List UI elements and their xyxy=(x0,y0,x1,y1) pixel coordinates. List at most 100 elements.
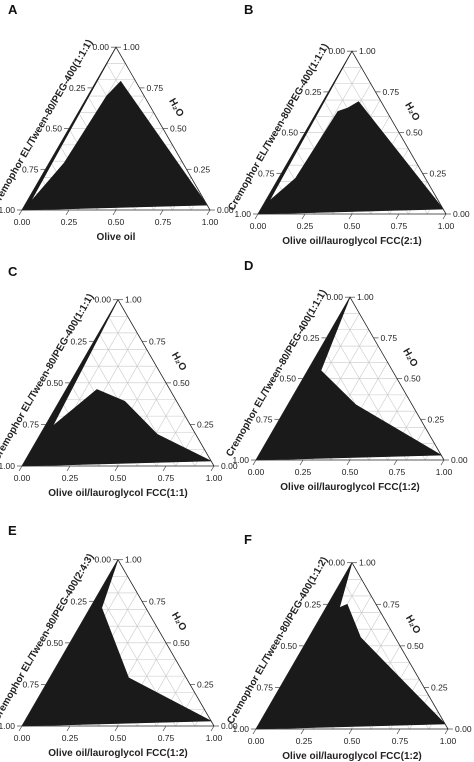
bottom-tick-label: 0.50 xyxy=(344,221,361,231)
panel-letter: F xyxy=(244,532,252,547)
bottom-tick xyxy=(252,728,257,735)
bottom-tick-label: 1.00 xyxy=(206,733,223,743)
right-axis-title: H₂O xyxy=(400,347,419,370)
left-tick-label: 0.75 xyxy=(256,414,273,424)
left-tick-label: 0.75 xyxy=(22,679,39,689)
bottom-tick-label: 0.25 xyxy=(62,473,79,483)
right-axis-title: H₂O xyxy=(169,350,188,373)
region-polygon xyxy=(21,299,212,467)
bottom-tick-label: 0.75 xyxy=(158,473,175,483)
bottom-tick xyxy=(162,465,167,472)
ternary-panel-b: B 0.00 0.00 0.00 0.25 0.25 0.25 0.50 0.50 0.50 0.7… xyxy=(226,2,469,247)
bottom-axis-title: Olive oil/lauroglycol FCC(1:2) xyxy=(282,751,421,762)
bottom-tick-label: 0.75 xyxy=(389,467,406,477)
bottom-tick xyxy=(206,209,211,216)
panel-letter: B xyxy=(244,2,253,17)
bottom-tick-label: 0.75 xyxy=(158,733,175,743)
bottom-tick-label: 0.25 xyxy=(297,221,314,231)
right-tick-label: 0.75 xyxy=(383,87,400,97)
grid-line xyxy=(340,313,426,461)
left-tick-label: 0.75 xyxy=(22,419,39,429)
right-tick-label: 1.00 xyxy=(125,555,142,565)
bottom-tick xyxy=(162,725,167,732)
bottom-tick xyxy=(396,728,401,735)
bottom-tick xyxy=(444,728,449,735)
bottom-tick xyxy=(252,459,257,466)
bottom-tick-label: 1.00 xyxy=(202,217,219,227)
right-tick-label: 0.00 xyxy=(455,724,472,734)
bottom-tick xyxy=(114,725,119,732)
bottom-tick-label: 1.00 xyxy=(438,221,455,231)
bottom-tick-label: 0.50 xyxy=(342,467,359,477)
region-polygon xyxy=(257,51,444,215)
right-tick-label: 0.50 xyxy=(173,378,190,388)
left-tick-label: 0.25 xyxy=(70,336,87,346)
left-tick-label: 0.50 xyxy=(281,128,298,138)
bottom-tick xyxy=(300,728,305,735)
left-tick-label: 1.00 xyxy=(232,724,249,734)
left-tick-label: 0.50 xyxy=(46,638,63,648)
left-tick-label: 1.00 xyxy=(232,455,249,465)
bottom-tick-label: 0.25 xyxy=(61,217,78,227)
right-tick-label: 0.25 xyxy=(197,419,214,429)
bottom-tick xyxy=(395,213,400,220)
right-tick-label: 0.00 xyxy=(221,721,238,731)
left-tick-label: 0.75 xyxy=(258,168,275,178)
left-tick-label: 0.00 xyxy=(328,46,345,56)
left-tick-label: 0.25 xyxy=(70,596,87,606)
panel-letter: A xyxy=(8,2,18,17)
left-tick-label: 0.00 xyxy=(94,555,111,565)
bottom-tick xyxy=(254,213,259,220)
bottom-tick xyxy=(112,209,117,216)
left-tick-label: 1.00 xyxy=(234,209,251,219)
right-tick-label: 0.75 xyxy=(149,336,166,346)
right-tick-label: 0.50 xyxy=(406,128,423,138)
bottom-tick-label: 1.00 xyxy=(440,736,457,746)
left-tick-label: 0.50 xyxy=(279,374,296,384)
right-tick-label: 0.00 xyxy=(217,205,234,215)
right-tick-label: 0.50 xyxy=(407,641,424,651)
right-tick-label: 0.50 xyxy=(173,638,190,648)
bottom-tick xyxy=(393,459,398,466)
left-tick-label: 0.00 xyxy=(94,295,111,305)
left-tick-label: 0.25 xyxy=(304,599,321,609)
right-tick-label: 0.25 xyxy=(431,682,448,692)
bottom-tick xyxy=(66,465,71,472)
right-tick-label: 0.00 xyxy=(451,455,468,465)
left-tick-label: 1.00 xyxy=(0,461,15,471)
ternary-panel-d: D 0.00 0.00 0.00 0.25 0.25 0.25 0.50 0.50 0.50 0.7… xyxy=(224,258,467,493)
bottom-tick-label: 0.75 xyxy=(391,221,408,231)
bottom-tick-label: 0.50 xyxy=(108,217,125,227)
bottom-tick xyxy=(18,725,23,732)
left-tick-label: 0.50 xyxy=(45,124,62,134)
right-tick-label: 0.50 xyxy=(404,374,421,384)
panel-letter: E xyxy=(8,523,17,538)
right-tick-label: 1.00 xyxy=(359,46,376,56)
region-polygon xyxy=(21,47,208,211)
right-tick-label: 0.25 xyxy=(430,168,447,178)
ternary-panel-c: C 0.00 0.00 0.00 0.25 0.25 0.25 0.50 0.50 0.50 0.7… xyxy=(0,264,238,499)
left-tick-label: 0.50 xyxy=(46,378,63,388)
ternary-panel-f: F 0.00 0.00 0.00 0.25 0.25 0.25 0.50 0.50 0.50 0.7… xyxy=(225,532,471,762)
left-tick-label: 0.00 xyxy=(92,42,109,52)
bottom-axis-title: Olive oil/lauroglycol FCC(1:2) xyxy=(48,748,187,759)
right-tick-label: 1.00 xyxy=(359,558,376,568)
right-tick-label: 0.25 xyxy=(194,164,211,174)
bottom-tick xyxy=(18,209,23,216)
bottom-tick-label: 0.00 xyxy=(14,473,31,483)
panel-letter: D xyxy=(244,258,253,273)
panel-letter: C xyxy=(8,264,18,279)
ternary-panel-a: A 0.00 0.00 0.00 0.25 0.25 0.25 0.50 0.50 0.50 0.7… xyxy=(0,2,234,243)
bottom-tick xyxy=(440,459,445,466)
right-tick-label: 0.75 xyxy=(147,83,164,93)
left-tick-label: 0.25 xyxy=(303,333,320,343)
left-tick-label: 0.50 xyxy=(280,641,297,651)
bottom-tick-label: 0.00 xyxy=(250,221,267,231)
right-tick-label: 0.50 xyxy=(170,124,187,134)
bottom-tick xyxy=(346,459,351,466)
bottom-tick xyxy=(210,725,215,732)
bottom-tick xyxy=(442,213,447,220)
bottom-axis-title: Olive oil xyxy=(97,232,136,243)
